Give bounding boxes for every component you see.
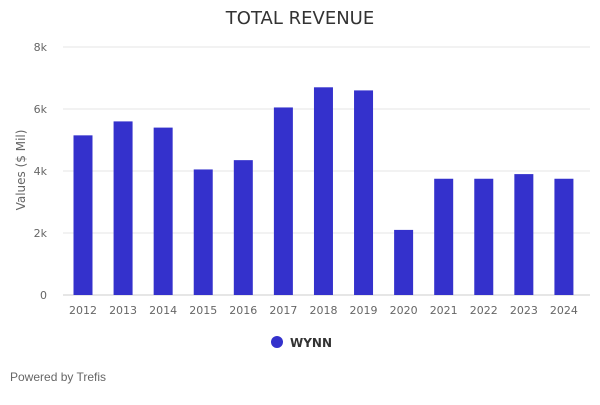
x-tick-label: 2015	[189, 304, 217, 317]
bar-2020[interactable]	[394, 229, 414, 295]
y-tick-label: 0	[40, 289, 47, 302]
legend[interactable]: WYNN	[271, 336, 332, 350]
bar-2023[interactable]	[514, 174, 534, 295]
x-tick-label: 2018	[309, 304, 337, 317]
x-tick-label: 2016	[229, 304, 257, 317]
x-tick-label: 2013	[109, 304, 137, 317]
x-tick-label: 2024	[550, 304, 578, 317]
x-tick-label: 2017	[269, 304, 297, 317]
bar-2019[interactable]	[354, 90, 374, 296]
x-tick-label: 2014	[149, 304, 177, 317]
x-tick-label: 2021	[430, 304, 458, 317]
y-tick-label: 6k	[34, 103, 48, 116]
x-tick-label: 2012	[69, 304, 97, 317]
x-tick-label: 2022	[470, 304, 498, 317]
y-tick-label: 8k	[34, 41, 48, 54]
bar-2018[interactable]	[313, 87, 333, 295]
y-axis-label: Values ($ Mil)	[14, 130, 28, 211]
bar-2022[interactable]	[474, 178, 494, 295]
bar-2017[interactable]	[273, 107, 293, 295]
bar-2021[interactable]	[434, 178, 454, 295]
bar-2015[interactable]	[193, 169, 213, 295]
y-axis-ticks: 0 2k 4k 6k 8k	[34, 41, 48, 302]
bar-2012[interactable]	[73, 135, 93, 295]
bar-2014[interactable]	[153, 127, 173, 295]
bars	[73, 87, 574, 296]
chart-title: TOTAL REVENUE	[225, 8, 374, 29]
x-tick-label: 2020	[390, 304, 418, 317]
y-tick-label: 4k	[34, 165, 48, 178]
legend-label: WYNN	[290, 336, 332, 350]
y-tick-label: 2k	[34, 227, 48, 240]
legend-marker-icon	[271, 336, 283, 348]
bar-2016[interactable]	[233, 160, 253, 295]
x-axis-ticks: 2012 2013 2014 2015 2016 2017 2018 2019 2020 2021…	[69, 304, 578, 317]
footer-credit: Powered by Trefis	[10, 370, 107, 384]
x-tick-label: 2023	[510, 304, 538, 317]
x-tick-label: 2019	[350, 304, 378, 317]
bar-2024[interactable]	[554, 178, 574, 295]
bar-2013[interactable]	[113, 121, 133, 296]
